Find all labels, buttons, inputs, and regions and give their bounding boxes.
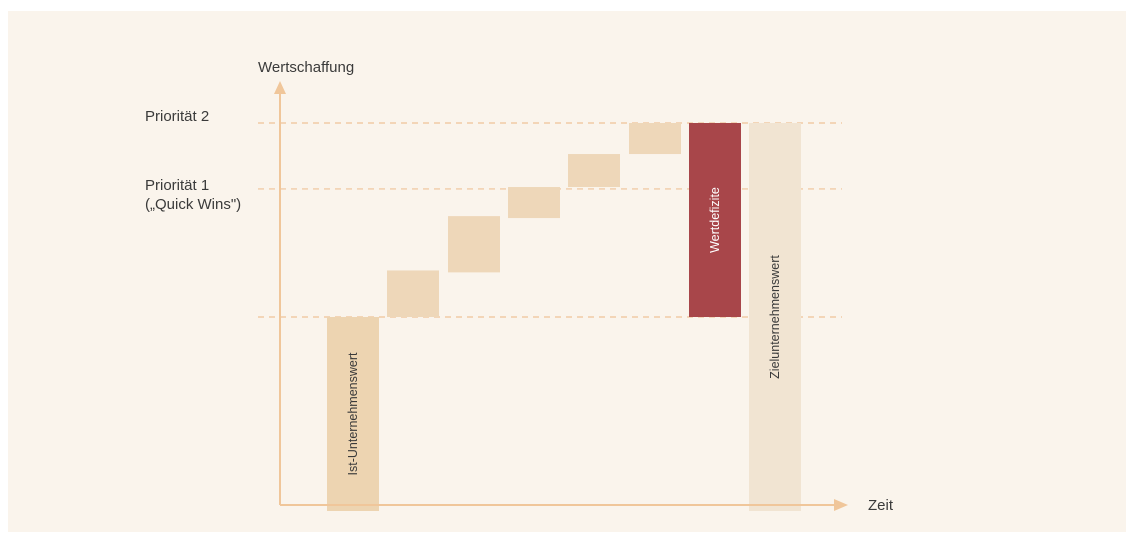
bar-step-5: [629, 123, 681, 155]
y-axis-label: Wertschaffung: [258, 59, 355, 76]
bar-step-4: [568, 154, 620, 188]
reference-line-label-priority-2: Priorität 2: [145, 108, 210, 125]
reference-line-label-priority-1: Priorität 1 („Quick Wins"): [145, 177, 242, 213]
bar-label-wertdefizite: Wertdefizite: [708, 187, 722, 253]
bar-label-zielunternehmenswert: Zielunternehmenswert: [768, 255, 782, 379]
bar-step-2: [448, 216, 500, 273]
bar-label-ist-unternehmenswert: Ist-Unternehmenswert: [346, 352, 360, 475]
chart-panel: [8, 11, 1126, 532]
bar-step-1: [387, 270, 439, 317]
bar-ist-unternehmenswert: [327, 317, 379, 511]
bar-wertdefizite: [689, 123, 741, 317]
bar-zielunternehmenswert: [749, 123, 801, 511]
x-axis-label: Zeit: [868, 497, 894, 514]
y-axis-arrow: [274, 81, 286, 94]
bar-step-3: [508, 187, 560, 219]
x-axis-arrow: [834, 499, 848, 511]
